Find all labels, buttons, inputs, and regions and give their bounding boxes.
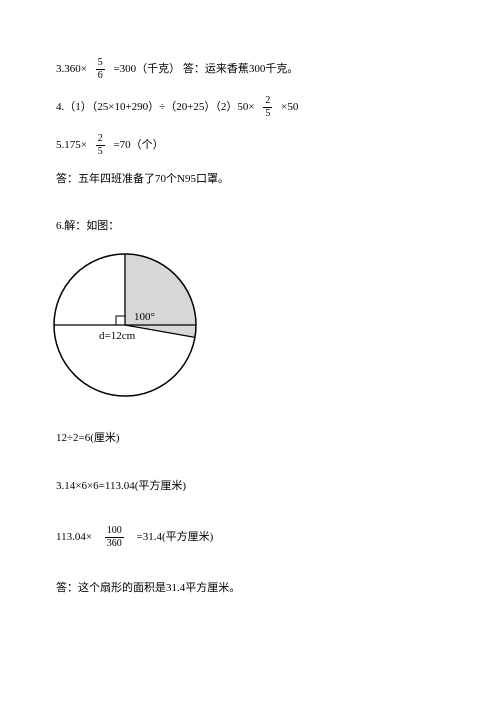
frac-num: 100 bbox=[105, 526, 124, 537]
frac-den: 6 bbox=[96, 69, 105, 81]
problem-3: 3.360× 5 6 =300（千克） 答：运来香蕉300千克。 bbox=[56, 58, 444, 81]
problem-6-heading: 6.解：如图： bbox=[56, 219, 444, 234]
frac-num: 2 bbox=[96, 134, 105, 145]
step-2: 3.14×6×6=113.04(平方厘米) bbox=[56, 479, 444, 494]
frac-den: 360 bbox=[105, 537, 124, 549]
fraction: 2 5 bbox=[263, 96, 272, 119]
p3-rest: =300（千克） 答：运来香蕉300千克。 bbox=[113, 63, 298, 75]
final-answer: 答：这个扇形的面积是31.4平方厘米。 bbox=[56, 581, 444, 596]
p4-part2: ×50 bbox=[281, 101, 298, 113]
step-1: 12÷2=6(厘米) bbox=[56, 431, 444, 446]
frac-den: 5 bbox=[96, 145, 105, 157]
problem-4: 4.（1）（25×10+290）÷（20+25）（2）50× 2 5 ×50 bbox=[56, 96, 444, 119]
problem-5: 5.175× 2 5 =70（个） bbox=[56, 134, 444, 157]
circle-diagram: 100° d=12cm bbox=[48, 250, 444, 413]
problem-5-answer: 答：五年四班准备了70个N95口罩。 bbox=[56, 172, 444, 187]
p4-part1: 4.（1）（25×10+290）÷（20+25）（2）50× bbox=[56, 101, 255, 113]
fraction: 2 5 bbox=[96, 134, 105, 157]
diagram-svg: 100° d=12cm bbox=[48, 250, 208, 408]
p5-rest: =70（个） bbox=[113, 139, 163, 151]
p3-prefix: 3.360× bbox=[56, 63, 87, 75]
s3-rest: =31.4(平方厘米) bbox=[137, 531, 214, 543]
frac-num: 2 bbox=[263, 96, 272, 107]
frac-num: 5 bbox=[96, 58, 105, 69]
svg-text:d=12cm: d=12cm bbox=[99, 330, 136, 342]
frac-den: 5 bbox=[263, 107, 272, 119]
fraction: 100 360 bbox=[105, 526, 124, 549]
step-3: 113.04× 100 360 =31.4(平方厘米) bbox=[56, 526, 444, 549]
svg-text:100°: 100° bbox=[134, 311, 155, 323]
s3-prefix: 113.04× bbox=[56, 531, 92, 543]
p5-prefix: 5.175× bbox=[56, 139, 87, 151]
fraction: 5 6 bbox=[96, 58, 105, 81]
